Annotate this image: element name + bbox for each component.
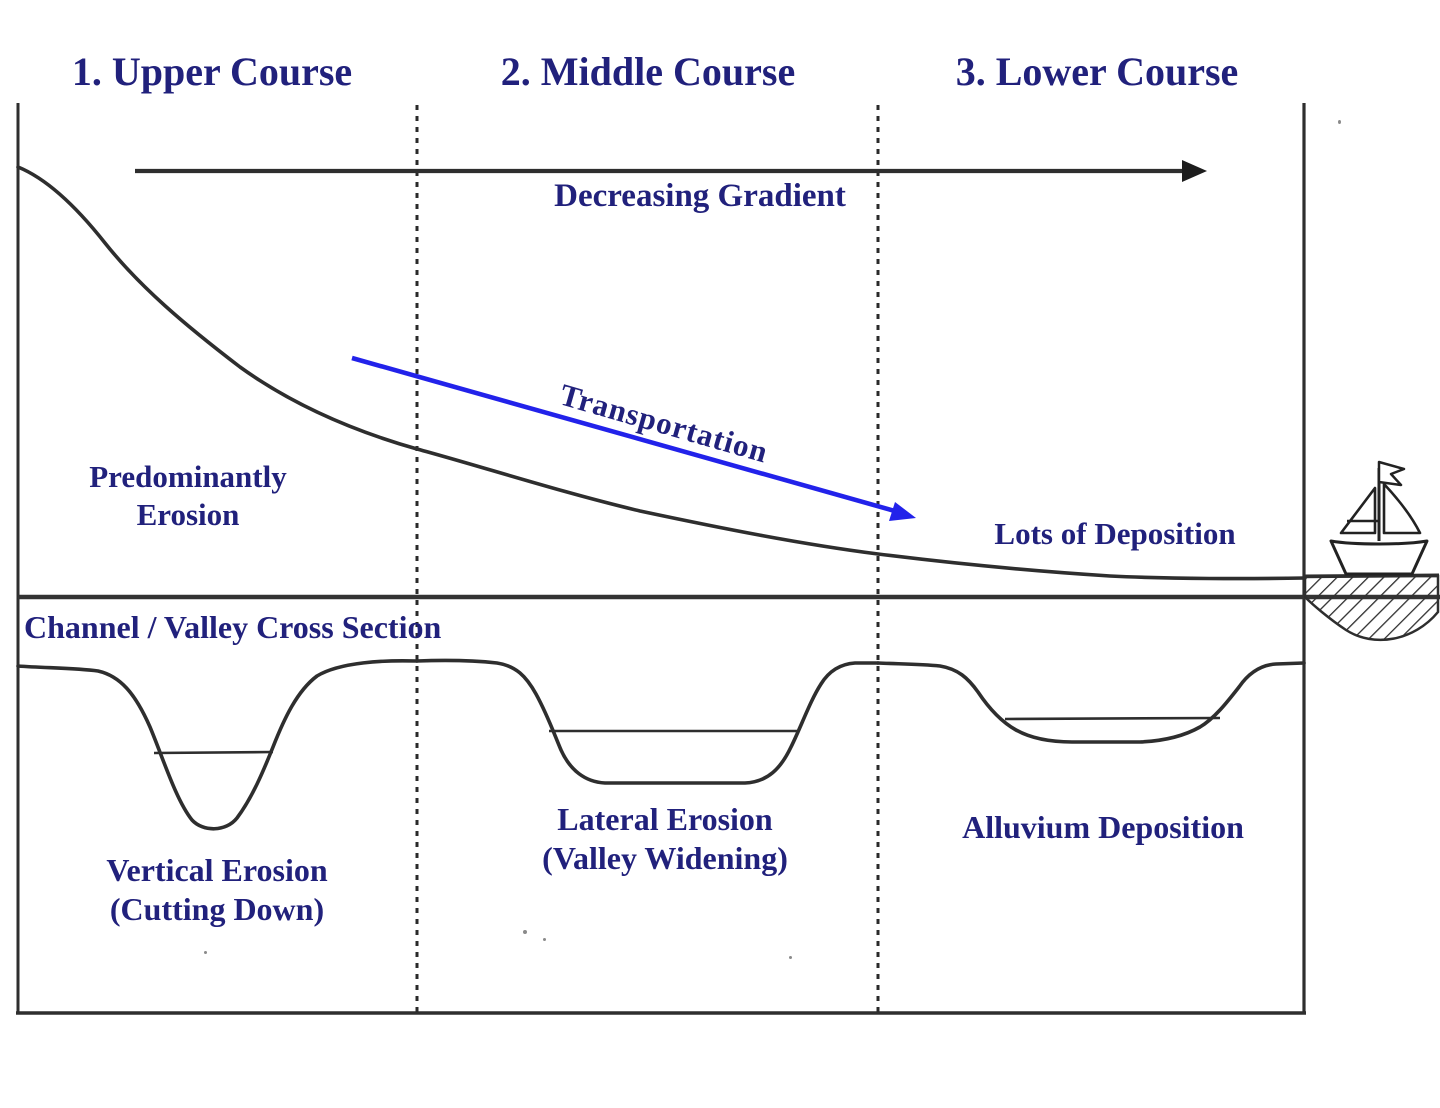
label-alluvium-deposition: Alluvium Deposition xyxy=(962,809,1244,845)
label-lots-of-deposition: Lots of Deposition xyxy=(994,516,1236,551)
boat-hull xyxy=(1329,539,1429,576)
cross-section-heading: Channel / Valley Cross Section xyxy=(24,609,442,645)
title-lower-course: 3. Lower Course xyxy=(955,49,1239,94)
title-middle-course: 2. Middle Course xyxy=(500,49,796,94)
label-lateral-erosion: Lateral Erosion xyxy=(557,801,773,837)
boat-flag xyxy=(1377,460,1406,487)
label-valley-widening: (Valley Widening) xyxy=(542,840,788,876)
transportation-arrow-shaft xyxy=(351,355,903,516)
label-cutting-down: (Cutting Down) xyxy=(109,891,325,927)
boat-right-sail xyxy=(1382,482,1422,535)
scan-speck xyxy=(204,951,207,954)
title-upper-course: 1. Upper Course xyxy=(71,49,353,94)
decreasing-gradient-arrowhead-icon xyxy=(1182,160,1207,182)
middle-valley-cross-section-line xyxy=(415,658,880,785)
lower-valley-water-line xyxy=(1004,716,1221,721)
label-decreasing-gradient: Decreasing Gradient xyxy=(554,178,846,214)
transportation-arrowhead-icon xyxy=(889,502,916,521)
upper-valley-water-line xyxy=(153,750,274,755)
label-predominantly: Predominantly xyxy=(89,459,287,494)
lower-valley-cross-section-line xyxy=(876,661,1306,744)
scan-speck xyxy=(543,938,546,941)
label-erosion: Erosion xyxy=(136,497,240,532)
scan-speck xyxy=(1338,120,1341,124)
scan-speck xyxy=(789,956,792,959)
river-long-profile-line xyxy=(16,165,1307,581)
boat-left-sail xyxy=(1339,486,1377,535)
label-vertical-erosion: Vertical Erosion xyxy=(106,852,328,888)
upper-valley-cross-section-line xyxy=(16,659,419,831)
sailboat-icon xyxy=(1329,460,1429,576)
estuary-hatched-bank xyxy=(1303,574,1440,642)
scan-speck xyxy=(523,930,527,934)
